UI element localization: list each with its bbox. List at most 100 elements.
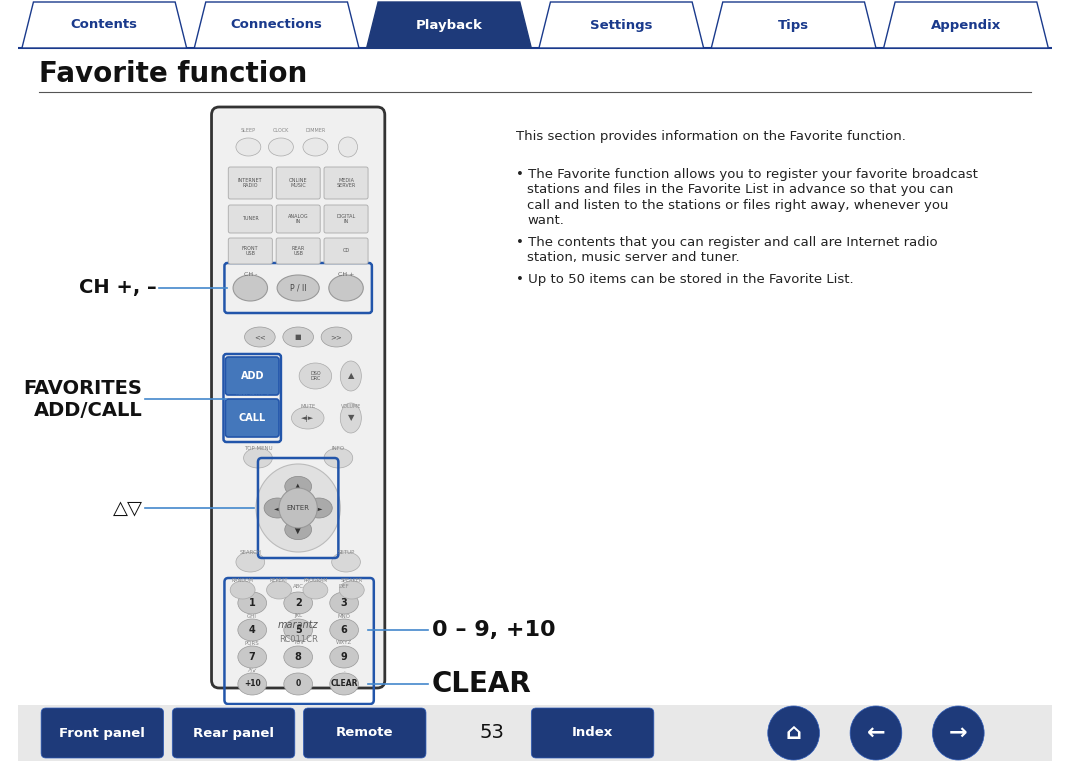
Text: ONLINE
MUSIC: ONLINE MUSIC: [288, 177, 308, 189]
Text: Front panel: Front panel: [59, 727, 146, 740]
Text: • The Favorite function allows you to register your favorite broadcast: • The Favorite function allows you to re…: [516, 168, 977, 181]
Text: Index: Index: [572, 727, 613, 740]
Ellipse shape: [329, 646, 359, 668]
Ellipse shape: [303, 138, 328, 156]
Text: .: .: [343, 667, 345, 673]
Circle shape: [768, 706, 820, 760]
Ellipse shape: [238, 592, 267, 614]
Ellipse shape: [306, 498, 333, 518]
Circle shape: [279, 488, 318, 528]
Text: ⌂: ⌂: [785, 723, 801, 743]
Polygon shape: [712, 2, 876, 48]
Text: station, music server and tuner.: station, music server and tuner.: [527, 251, 740, 265]
Text: ADD: ADD: [241, 371, 264, 381]
Text: GHI: GHI: [247, 613, 257, 619]
Text: 7: 7: [248, 652, 256, 662]
Text: ABC: ABC: [293, 584, 303, 588]
Text: CH -: CH -: [244, 272, 257, 276]
Ellipse shape: [283, 327, 313, 347]
Ellipse shape: [267, 581, 292, 599]
Ellipse shape: [285, 476, 311, 496]
Ellipse shape: [265, 498, 291, 518]
Text: CLOCK: CLOCK: [273, 129, 289, 133]
Circle shape: [850, 706, 902, 760]
Text: SEARCH: SEARCH: [240, 549, 261, 555]
Text: FRONT
USB: FRONT USB: [242, 246, 258, 256]
Ellipse shape: [284, 673, 312, 695]
Text: RANDOM: RANDOM: [231, 578, 254, 582]
Ellipse shape: [340, 361, 362, 391]
Text: TOP MENU: TOP MENU: [244, 445, 272, 451]
Text: PROGRAM: PROGRAM: [303, 578, 327, 582]
Text: want.: want.: [527, 215, 565, 228]
Text: Favorite function: Favorite function: [39, 60, 308, 88]
Text: FAVORITES
ADD/CALL: FAVORITES ADD/CALL: [24, 378, 143, 419]
Text: Contents: Contents: [71, 18, 138, 31]
Bar: [18, 705, 1052, 761]
Text: DIGITAL
IN: DIGITAL IN: [336, 214, 355, 224]
Text: CH +: CH +: [338, 272, 354, 276]
Text: Playback: Playback: [416, 18, 483, 31]
Text: FAVORITES: FAVORITES: [235, 391, 269, 396]
Ellipse shape: [339, 581, 364, 599]
Text: Connections: Connections: [231, 18, 323, 31]
Text: WXYZ: WXYZ: [336, 641, 352, 645]
Ellipse shape: [340, 403, 362, 433]
FancyBboxPatch shape: [324, 205, 368, 233]
Text: DSO
DRC: DSO DRC: [310, 371, 321, 381]
Circle shape: [932, 706, 984, 760]
Text: • Up to 50 items can be stored in the Favorite List.: • Up to 50 items can be stored in the Fa…: [516, 273, 853, 286]
Ellipse shape: [284, 592, 312, 614]
Text: SETUP: SETUP: [337, 549, 354, 555]
FancyBboxPatch shape: [41, 708, 164, 758]
Text: DIMMER: DIMMER: [306, 129, 325, 133]
Polygon shape: [22, 2, 187, 48]
Text: Appendix: Appendix: [931, 18, 1001, 31]
Ellipse shape: [284, 619, 312, 641]
Text: 1: 1: [248, 598, 256, 608]
Text: 6: 6: [341, 625, 348, 635]
Text: P / II: P / II: [289, 284, 307, 292]
Text: <<: <<: [254, 334, 266, 340]
Text: 53: 53: [480, 724, 504, 743]
FancyBboxPatch shape: [303, 708, 426, 758]
Ellipse shape: [321, 327, 352, 347]
Text: 2: 2: [295, 598, 301, 608]
Text: ►: ►: [315, 503, 323, 513]
Text: MNO: MNO: [338, 613, 351, 619]
Text: ANALOG
IN: ANALOG IN: [288, 214, 309, 224]
FancyBboxPatch shape: [228, 167, 272, 199]
Ellipse shape: [238, 619, 267, 641]
FancyBboxPatch shape: [276, 205, 320, 233]
Ellipse shape: [332, 552, 361, 572]
Text: VOLUME: VOLUME: [340, 403, 361, 409]
Text: SLEEP: SLEEP: [241, 129, 256, 133]
Text: 5: 5: [295, 625, 301, 635]
Ellipse shape: [269, 138, 294, 156]
Text: Rear panel: Rear panel: [193, 727, 274, 740]
Text: ▲: ▲: [348, 371, 354, 380]
Ellipse shape: [284, 646, 312, 668]
Ellipse shape: [285, 520, 311, 540]
Ellipse shape: [329, 592, 359, 614]
Text: ▼: ▼: [348, 413, 354, 422]
Ellipse shape: [329, 619, 359, 641]
Ellipse shape: [329, 673, 359, 695]
Ellipse shape: [233, 275, 268, 301]
Text: SPEAKER: SPEAKER: [340, 578, 363, 582]
Polygon shape: [194, 2, 359, 48]
Ellipse shape: [303, 581, 328, 599]
Text: PQRS: PQRS: [245, 641, 259, 645]
Text: MEDIA
SERVER: MEDIA SERVER: [336, 177, 355, 189]
Text: Remote: Remote: [336, 727, 393, 740]
Text: 3: 3: [341, 598, 348, 608]
Text: CLEAR: CLEAR: [330, 680, 357, 689]
Text: Settings: Settings: [590, 18, 652, 31]
FancyBboxPatch shape: [173, 708, 295, 758]
Text: MUTE: MUTE: [300, 403, 315, 409]
Ellipse shape: [278, 275, 320, 301]
FancyBboxPatch shape: [276, 238, 320, 264]
Text: TUNER: TUNER: [242, 216, 259, 221]
Text: stations and files in the Favorite List in advance so that you can: stations and files in the Favorite List …: [527, 183, 954, 196]
FancyBboxPatch shape: [531, 708, 653, 758]
